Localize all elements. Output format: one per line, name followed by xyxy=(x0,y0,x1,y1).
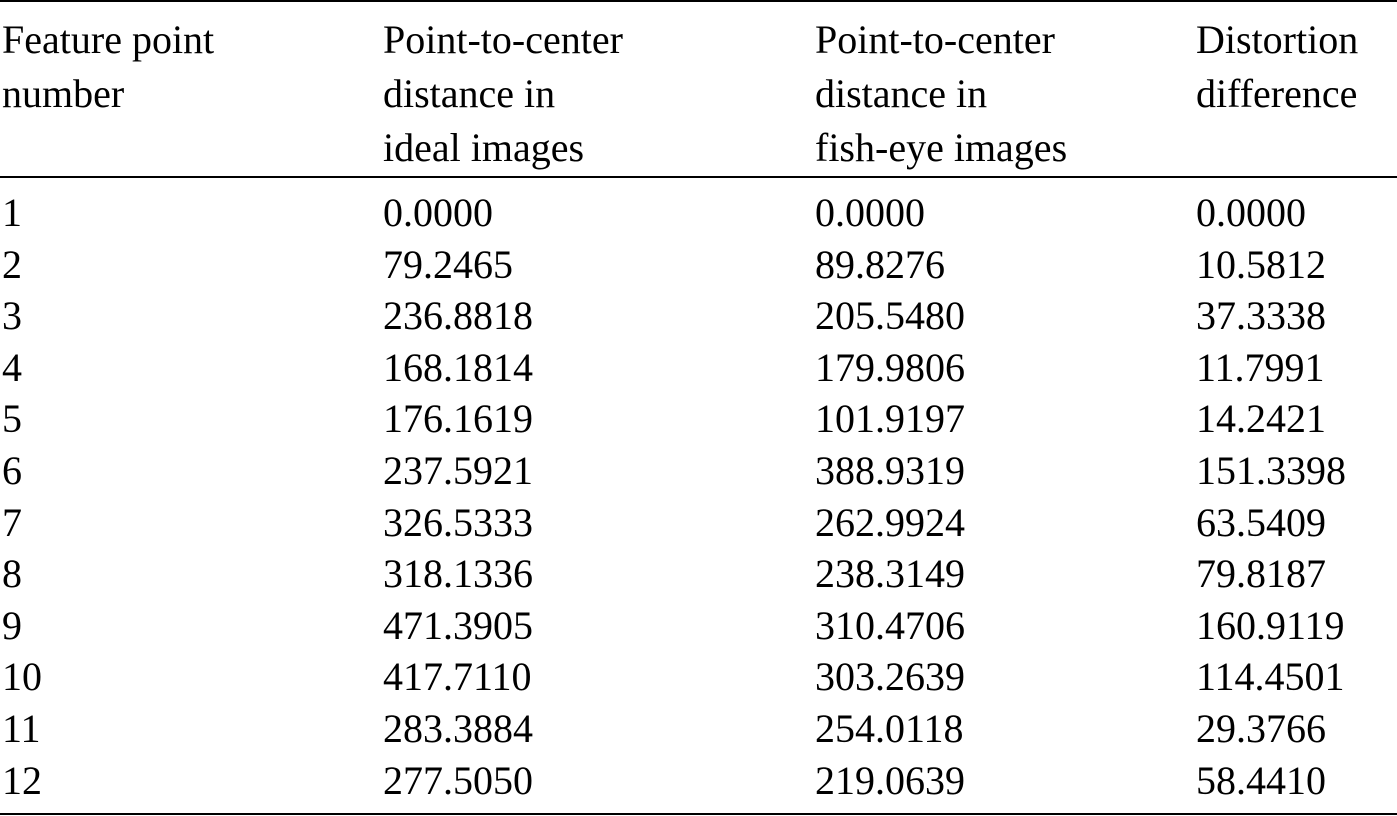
cell-point-number: 10 xyxy=(2,654,42,700)
header-fisheye-distance: Point-to-center distance in fish-eye ima… xyxy=(815,17,1068,170)
cell-point-number: 7 xyxy=(2,499,22,545)
cell-distortion-difference: 10.5812 xyxy=(1196,241,1326,287)
cell-ideal-distance: 471.3905 xyxy=(383,602,533,648)
table-row: 12 277.5050 219.0639 58.4410 xyxy=(0,756,1397,808)
cell-distortion-difference: 58.4410 xyxy=(1196,757,1326,803)
cell-distortion-difference: 160.9119 xyxy=(1196,602,1345,648)
table-row: 9 471.3905 310.4706 160.9119 xyxy=(0,601,1397,653)
cell-ideal-distance: 176.1619 xyxy=(383,396,533,442)
cell-distortion-difference: 0.0000 xyxy=(1196,190,1306,235)
cell-distortion-difference: 14.2421 xyxy=(1196,396,1326,442)
cell-fisheye-distance: 0.0000 xyxy=(815,190,925,235)
cell-ideal-distance: 237.5921 xyxy=(383,447,533,493)
cell-point-number: 6 xyxy=(2,447,22,493)
cell-point-number: 1 xyxy=(2,190,22,235)
table-row: 1 0.0000 0.0000 0.0000 xyxy=(0,188,1397,240)
top-rule xyxy=(0,0,1397,2)
cell-distortion-difference: 151.3398 xyxy=(1196,447,1346,493)
table-row: 11 283.3884 254.0118 29.3766 xyxy=(0,704,1397,756)
cell-fisheye-distance: 238.3149 xyxy=(815,551,965,597)
cell-ideal-distance: 283.3884 xyxy=(383,705,533,751)
cell-ideal-distance: 417.7110 xyxy=(383,654,532,700)
table-row: 10 417.7110 303.2639 114.4501 xyxy=(0,652,1397,704)
cell-distortion-difference: 79.8187 xyxy=(1196,551,1326,597)
cell-ideal-distance: 79.2465 xyxy=(383,241,513,287)
cell-fisheye-distance: 179.9806 xyxy=(815,344,965,390)
cell-point-number: 4 xyxy=(2,344,22,390)
cell-point-number: 2 xyxy=(2,241,22,287)
table-row: 2 79.2465 89.8276 10.5812 xyxy=(0,240,1397,292)
cell-point-number: 11 xyxy=(2,705,41,751)
cell-point-number: 8 xyxy=(2,551,22,597)
table-row: 7 326.5333 262.9924 63.5409 xyxy=(0,498,1397,550)
cell-ideal-distance: 326.5333 xyxy=(383,499,533,545)
table-body: 1 0.0000 0.0000 0.0000 2 79.2465 89.8276… xyxy=(0,188,1397,807)
header-distortion-difference: Distortion difference xyxy=(1196,17,1359,116)
header-ideal-distance: Point-to-center distance in ideal images xyxy=(383,17,623,170)
cell-ideal-distance: 277.5050 xyxy=(383,757,533,803)
cell-ideal-distance: 168.1814 xyxy=(383,344,533,390)
cell-ideal-distance: 318.1336 xyxy=(383,551,533,597)
cell-point-number: 5 xyxy=(2,396,22,442)
table-row: 8 318.1336 238.3149 79.8187 xyxy=(0,549,1397,601)
cell-distortion-difference: 29.3766 xyxy=(1196,705,1326,751)
table-row: 5 176.1619 101.9197 14.2421 xyxy=(0,394,1397,446)
table-row: 4 168.1814 179.9806 11.7991 xyxy=(0,343,1397,395)
table-header-row: Feature point number Point-to-center dis… xyxy=(0,13,1397,173)
header-feature-point-number: Feature point number xyxy=(2,17,215,116)
cell-fisheye-distance: 219.0639 xyxy=(815,757,965,803)
cell-distortion-difference: 37.3338 xyxy=(1196,293,1326,339)
cell-point-number: 9 xyxy=(2,602,22,648)
cell-point-number: 3 xyxy=(2,293,22,339)
cell-point-number: 12 xyxy=(2,757,42,803)
cell-ideal-distance: 0.0000 xyxy=(383,190,493,235)
cell-fisheye-distance: 303.2639 xyxy=(815,654,965,700)
cell-fisheye-distance: 101.9197 xyxy=(815,396,965,442)
bottom-rule xyxy=(0,813,1397,815)
cell-fisheye-distance: 205.5480 xyxy=(815,293,965,339)
cell-distortion-difference: 114.4501 xyxy=(1196,654,1345,700)
cell-fisheye-distance: 254.0118 xyxy=(815,705,964,751)
cell-ideal-distance: 236.8818 xyxy=(383,293,533,339)
cell-distortion-difference: 63.5409 xyxy=(1196,499,1326,545)
header-rule xyxy=(0,176,1397,178)
cell-distortion-difference: 11.7991 xyxy=(1196,344,1325,390)
cell-fisheye-distance: 89.8276 xyxy=(815,241,945,287)
table-row: 3 236.8818 205.5480 37.3338 xyxy=(0,291,1397,343)
table-row: 6 237.5921 388.9319 151.3398 xyxy=(0,446,1397,498)
cell-fisheye-distance: 388.9319 xyxy=(815,447,965,493)
cell-fisheye-distance: 262.9924 xyxy=(815,499,965,545)
cell-fisheye-distance: 310.4706 xyxy=(815,602,965,648)
